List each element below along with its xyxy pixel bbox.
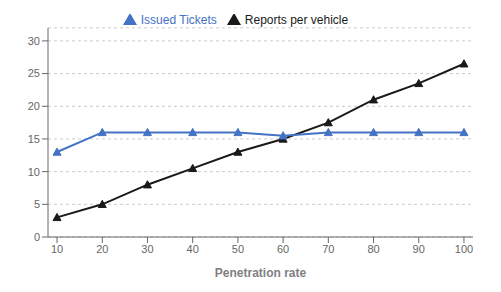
svg-text:15: 15 xyxy=(28,133,40,145)
svg-text:10: 10 xyxy=(51,243,63,255)
svg-text:90: 90 xyxy=(413,243,425,255)
svg-text:80: 80 xyxy=(367,243,379,255)
svg-text:20: 20 xyxy=(28,100,40,112)
svg-text:Penetration rate: Penetration rate xyxy=(215,266,307,280)
svg-text:40: 40 xyxy=(187,243,199,255)
svg-text:50: 50 xyxy=(232,243,244,255)
svg-text:30: 30 xyxy=(141,243,153,255)
svg-text:70: 70 xyxy=(322,243,334,255)
svg-text:25: 25 xyxy=(28,67,40,79)
svg-text:60: 60 xyxy=(277,243,289,255)
svg-text:5: 5 xyxy=(34,198,40,210)
html-text:Reports per vehicle: Reports per vehicle xyxy=(244,13,349,27)
html-text:Issued Tickets: Issued Tickets xyxy=(140,13,217,27)
svg-text:10: 10 xyxy=(28,166,40,178)
svg-text:20: 20 xyxy=(96,243,108,255)
svg-text:100: 100 xyxy=(455,243,473,255)
svg-text:0: 0 xyxy=(34,231,40,243)
svg-text:30: 30 xyxy=(28,35,40,47)
